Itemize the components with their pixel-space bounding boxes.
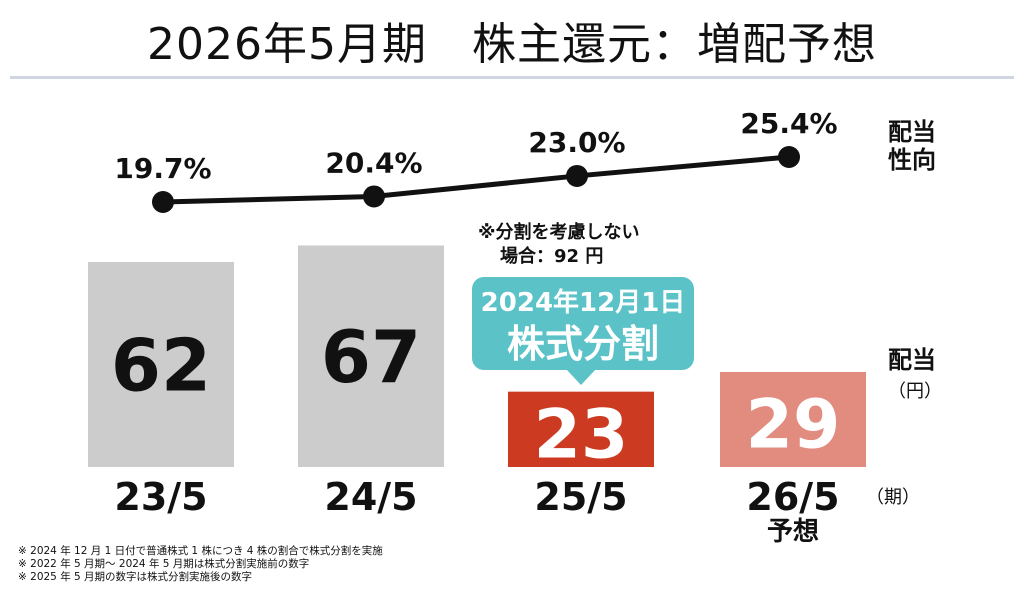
bar-value-label-25-5: 23 <box>534 395 629 474</box>
split-callout-bubble <box>472 277 694 370</box>
payout-ratio-point-2 <box>363 185 385 208</box>
split-callout-title: 株式分割 <box>507 322 659 366</box>
payout-ratio-point-1 <box>152 191 174 213</box>
payout-ratio-value-label-1: 19.7% <box>114 152 211 185</box>
category-label-26-5: 26/5 <box>746 475 839 519</box>
bar-value-label-24-5: 67 <box>321 315 421 399</box>
footnote-2: ※ 2022 年 5 月期～ 2024 年 5 月期は株式分割実施前の数字 <box>18 558 310 570</box>
category-label-23-5: 23/5 <box>114 475 207 519</box>
bar-value-label-26-5: 29 <box>746 386 841 465</box>
footnotes: ※ 2024 年 12 月 1 日付で普通株式 1 株につき 4 株の割合で株式… <box>18 545 383 584</box>
payout-ratio-axis-label: 配当 性向 <box>888 118 936 174</box>
split-callout-pointer <box>566 369 596 385</box>
payout-ratio-line <box>162 154 790 205</box>
bar-23-5 <box>88 262 234 467</box>
period-axis-unit: （期） <box>866 487 920 508</box>
payout-ratio-value-label-2: 20.4% <box>325 146 422 179</box>
page-title: 2026年5月期 株主還元：増配予想 <box>147 19 877 70</box>
title-divider <box>10 76 1014 79</box>
split-annotation-line1: ※分割を考慮しない <box>478 222 640 243</box>
dividend-axis-unit: （円） <box>888 381 942 402</box>
dividend-axis-label: 配当 <box>888 346 936 374</box>
bar-26-5 <box>720 372 866 467</box>
payout-ratio-label-line1: 配当 <box>888 118 936 146</box>
category-label-25-5: 25/5 <box>534 475 627 519</box>
payout-ratio-point-4 <box>778 146 800 168</box>
footnote-3: ※ 2025 年 5 月期の数字は株式分割実施後の数字 <box>18 571 253 583</box>
bar-value-label-23-5: 62 <box>111 324 211 408</box>
bar-25-5 <box>508 391 654 467</box>
footnote-1: ※ 2024 年 12 月 1 日付で普通株式 1 株につき 4 株の割合で株式… <box>18 545 383 557</box>
payout-ratio-point-3 <box>566 164 588 187</box>
bar-24-5 <box>298 245 444 467</box>
category-sublabel-26-5: 予想 <box>767 517 819 547</box>
payout-ratio-value-label-4: 25.4% <box>740 107 837 140</box>
category-label-24-5: 24/5 <box>324 475 417 519</box>
payout-ratio-value-label-3: 23.0% <box>528 126 625 159</box>
payout-ratio-label-line2: 性向 <box>888 146 936 174</box>
split-annotation-line2: 場合：92 円 <box>500 246 604 267</box>
split-callout-date: 2024年12月1日 <box>481 287 686 318</box>
